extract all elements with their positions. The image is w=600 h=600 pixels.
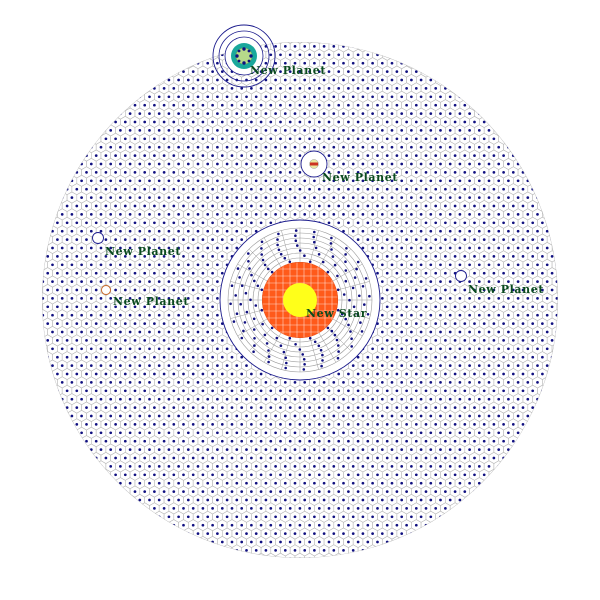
planet-1[interactable]: New Planet: [212, 24, 326, 88]
planet-5[interactable]: New Planet: [455, 270, 545, 297]
planet-marker-icon: [455, 270, 467, 282]
planet-name-label: New Planet: [250, 64, 326, 77]
planet-3[interactable]: New Planet: [92, 232, 182, 259]
planet-2[interactable]: New Planet: [300, 150, 398, 184]
planet-4[interactable]: New Planet: [101, 285, 190, 309]
planet-marker-icon: [101, 285, 111, 295]
ringed-planet-icon: [231, 43, 257, 69]
star-core-icon: [283, 283, 317, 317]
planet-name-label: New Planet: [113, 295, 189, 308]
planet-marker-icon: [92, 232, 104, 244]
planet-name-label: New Planet: [105, 245, 181, 258]
planet-name-label: New Planet: [322, 171, 398, 184]
planet-name-label: New Planet: [468, 283, 544, 296]
small-planet-icon: [309, 159, 319, 169]
star-name-label: New Star: [306, 307, 367, 320]
